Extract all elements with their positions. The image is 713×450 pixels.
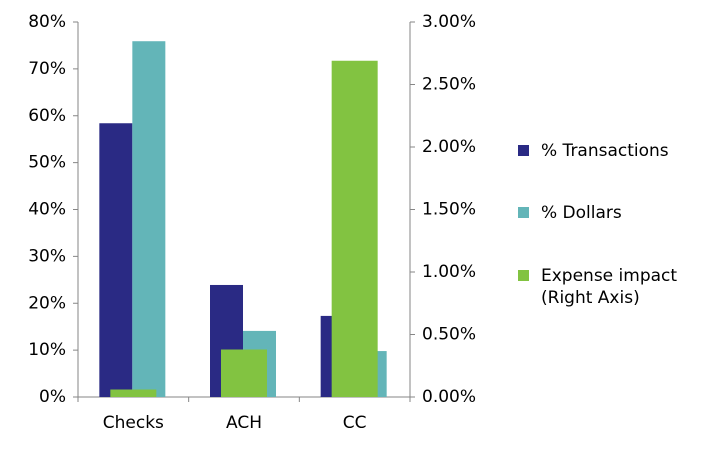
x-tick-label: ACH: [226, 413, 262, 433]
legend-item: Expense impact (Right Axis): [518, 265, 681, 309]
bar-y2: [110, 389, 157, 397]
y-tick-label: 30%: [28, 246, 66, 266]
y2-tick-label: 3.00%: [422, 12, 476, 32]
bar-y2: [331, 60, 378, 397]
y2-tick-label: 0.50%: [422, 325, 476, 345]
legend-label: % Transactions: [541, 141, 669, 161]
y-tick-label: 50%: [28, 153, 66, 173]
legend-item: % Transactions: [518, 140, 691, 162]
y-tick-label: 10%: [28, 340, 66, 360]
bar: [99, 123, 133, 397]
y-tick-label: 0%: [39, 387, 66, 407]
bar: [132, 41, 166, 397]
legend-item: % Dollars: [518, 202, 691, 224]
y-tick-label: 70%: [28, 59, 66, 79]
legend-swatch: [518, 270, 529, 281]
bar-y2: [221, 349, 267, 397]
y2-tick-label: 2.00%: [422, 137, 476, 157]
y2-tick-label: 2.50%: [422, 75, 476, 95]
legend-swatch: [518, 207, 529, 218]
y2-tick-label: 1.50%: [422, 200, 476, 220]
y-tick-label: 40%: [28, 200, 66, 220]
x-tick-label: Checks: [103, 413, 164, 433]
legend-label: % Dollars: [541, 203, 622, 223]
y-tick-label: 20%: [28, 293, 66, 313]
legend-label: Expense impact (Right Axis): [541, 266, 678, 308]
x-tick-label: CC: [343, 413, 367, 433]
y-tick-label: 80%: [28, 12, 66, 32]
legend-swatch: [518, 145, 529, 156]
y-tick-label: 60%: [28, 106, 66, 126]
y2-tick-label: 1.00%: [422, 262, 476, 282]
y2-tick-label: 0.00%: [422, 387, 476, 407]
